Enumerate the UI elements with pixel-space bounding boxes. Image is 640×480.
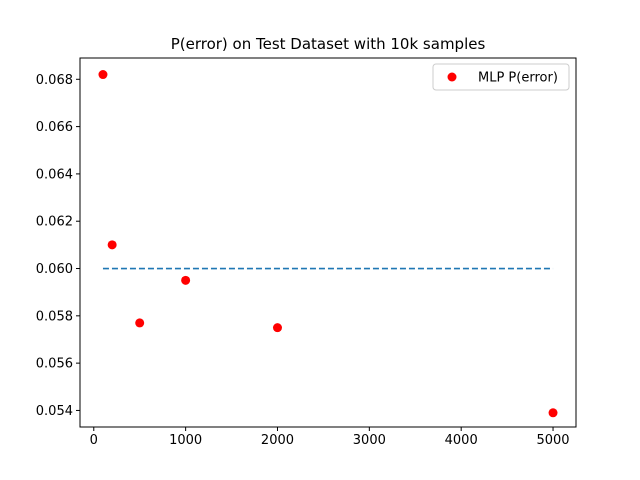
plot-area: 0 1000 2000 3000 4000 5000 0.054 0.056 0.058 0.06… [36,70,570,448]
chart-title: P(error) on Test Dataset with 10k sample… [171,35,486,53]
x-tick-label: 5000 [536,433,569,448]
data-point [107,240,117,250]
x-tick-label: 4000 [445,433,478,448]
axes-frame [79,57,577,428]
legend-box [432,63,570,91]
data-point [181,275,191,285]
x-tick-label: 3000 [353,433,386,448]
y-tick-label: 0.058 [36,309,73,324]
x-tick-label: 2000 [261,433,294,448]
data-point [98,70,108,80]
x-tick-label: 1000 [169,433,202,448]
legend-marker [447,72,457,82]
y-tick-label: 0.062 [36,215,73,230]
data-point [272,323,282,333]
data-point [548,408,558,418]
y-tick-label: 0.060 [36,262,73,277]
y-tick-label: 0.054 [36,404,73,419]
y-tick-label: 0.068 [36,73,73,88]
x-tick-label: 0 [90,433,98,448]
y-tick-label: 0.066 [36,120,73,135]
y-tick-label: 0.056 [36,357,73,372]
y-tick-label: 0.064 [36,167,73,182]
legend-label: MLP P(error) [478,71,558,86]
data-point [135,318,145,328]
legend: MLP P(error) [432,63,570,91]
